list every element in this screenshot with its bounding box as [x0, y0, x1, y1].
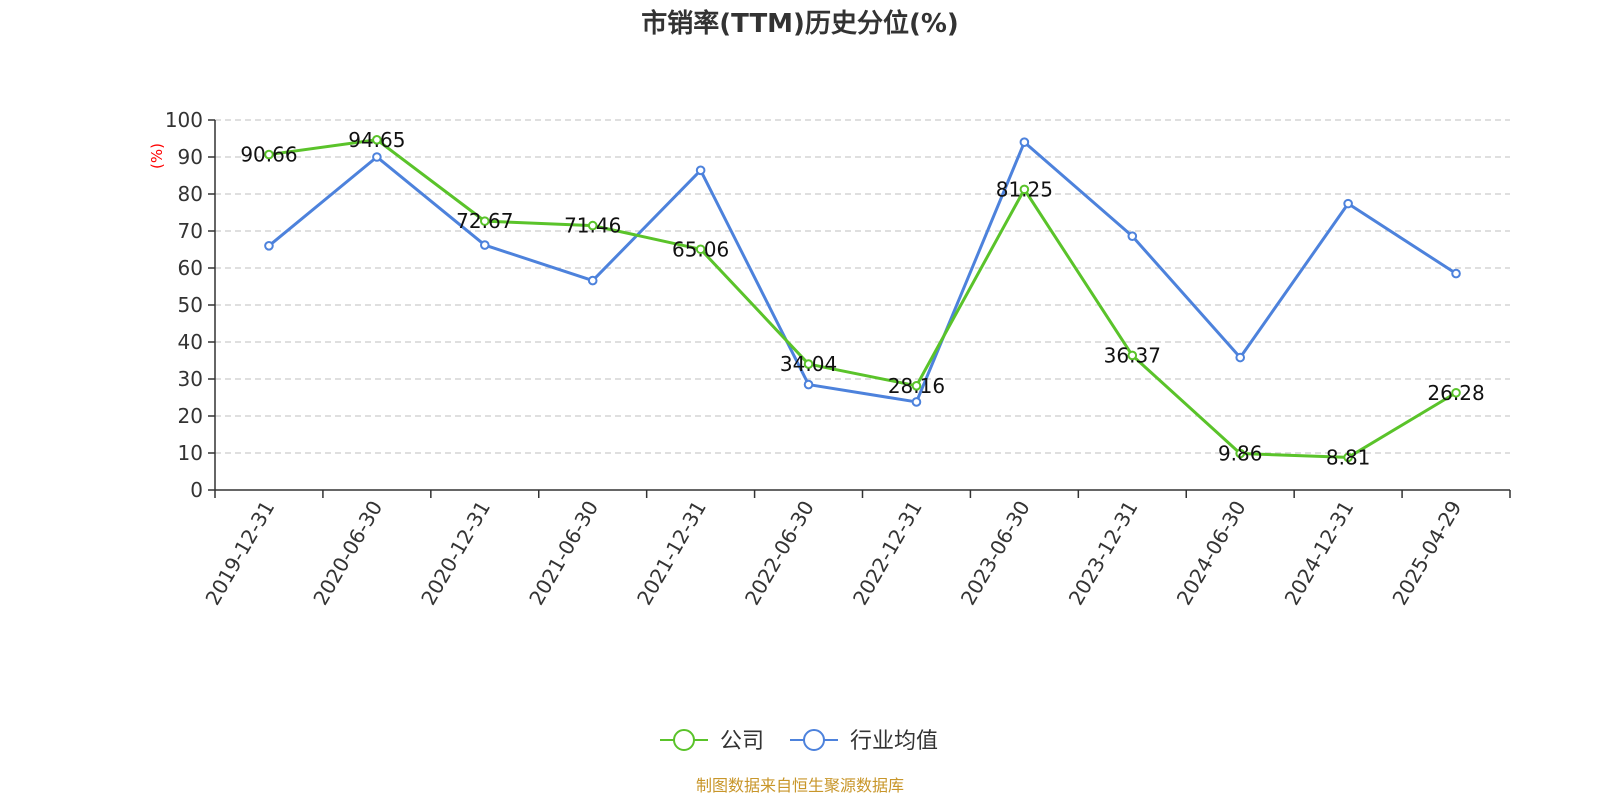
company-data-label: 8.81 [1326, 445, 1371, 469]
legend-item-company[interactable]: 公司 [660, 729, 764, 754]
legend: 公司 行业均值 [660, 729, 938, 754]
company-data-label: 94.65 [348, 128, 405, 152]
x-tick-label: 2022-06-30 [740, 497, 819, 610]
legend-company-swatch-marker [673, 729, 695, 751]
series-lines [264, 134, 1461, 463]
industry-data-point[interactable] [264, 241, 274, 251]
series-line-company [268, 138, 1457, 459]
industry-data-point[interactable] [372, 152, 382, 162]
company-data-point[interactable] [587, 220, 598, 231]
x-tick-label: 2021-06-30 [524, 497, 603, 610]
x-tick-label: 2023-06-30 [956, 497, 1035, 610]
x-tick-label: 2020-06-30 [308, 497, 387, 610]
company-data-label: 81.25 [996, 177, 1053, 201]
data-source-note: 制图数据来自恒生聚源数据库 [696, 776, 904, 795]
company-data-point[interactable] [372, 134, 382, 145]
industry-data-point[interactable] [1343, 198, 1353, 209]
company-data-label: 65.06 [672, 237, 729, 261]
x-tick-label: 2019-12-31 [200, 497, 279, 610]
x-tick-label: 2022-12-31 [848, 497, 927, 610]
company-data-label: 26.28 [1427, 381, 1484, 405]
industry-data-point[interactable] [479, 240, 490, 250]
y-tick-label: 40 [178, 330, 203, 354]
data-labels: 90.66 94.65 72.67 71.46 65.06 34.04 28.16 81.25… [240, 128, 1484, 470]
company-data-point[interactable] [1235, 448, 1246, 459]
y-tick-label: 80 [178, 182, 203, 206]
y-tick-label: 0 [190, 478, 203, 502]
legend-company-label: 公司 [720, 729, 764, 754]
company-data-label: 71.46 [564, 214, 621, 238]
company-data-label: 28.16 [888, 374, 945, 398]
industry-data-point[interactable] [587, 275, 598, 286]
industry-data-point[interactable] [695, 165, 706, 176]
grid-lines [215, 119, 1510, 454]
axes: 0 10 20 30 40 50 60 70 80 90 100 2019-12-31 2020-06-… [165, 108, 1511, 610]
x-tick-label: 2020-12-31 [416, 497, 495, 610]
industry-data-point[interactable] [803, 379, 814, 390]
company-data-point[interactable] [911, 381, 922, 391]
company-data-point[interactable] [695, 244, 706, 255]
legend-industry-swatch-marker [803, 729, 825, 751]
company-data-point[interactable] [479, 216, 490, 226]
company-data-point[interactable] [1343, 452, 1353, 463]
x-tick-label: 2024-12-31 [1280, 497, 1359, 610]
industry-data-point[interactable] [1127, 231, 1138, 241]
company-data-point[interactable] [803, 359, 814, 369]
industry-data-point[interactable] [911, 397, 922, 407]
company-data-label: 9.86 [1218, 442, 1263, 466]
company-data-label: 34.04 [780, 352, 837, 376]
company-data-point[interactable] [264, 149, 274, 160]
y-tick-label: 100 [165, 108, 203, 132]
x-tick-label: 2023-12-31 [1064, 497, 1143, 610]
chart-title: 市销率(TTM)历史分位(%) [641, 8, 959, 39]
company-data-point[interactable] [1127, 350, 1138, 361]
x-tick-label: 2021-12-31 [632, 497, 711, 610]
legend-industry-label: 行业均值 [850, 729, 938, 754]
company-data-label: 72.67 [456, 209, 513, 233]
x-tick-label: 2025-04-29 [1387, 497, 1466, 610]
y-tick-label: 70 [178, 219, 203, 243]
series-line-industry-average [268, 140, 1457, 404]
industry-data-point[interactable] [1019, 137, 1030, 147]
company-data-point[interactable] [1019, 184, 1030, 195]
y-tick-label: 50 [178, 293, 203, 317]
y-tick-label: 10 [178, 441, 203, 465]
y-axis-unit-label: (%) [148, 143, 166, 169]
company-data-point[interactable] [1451, 387, 1461, 398]
industry-data-point[interactable] [1451, 268, 1461, 279]
company-data-label: 90.66 [240, 143, 297, 167]
industry-data-point[interactable] [1235, 352, 1246, 363]
y-tick-label: 90 [178, 145, 203, 169]
y-tick-label: 60 [178, 256, 203, 280]
y-tick-label: 20 [178, 404, 203, 428]
legend-item-industry-average[interactable]: 行业均值 [790, 729, 938, 754]
x-tick-label: 2024-06-30 [1172, 497, 1251, 610]
y-tick-label: 30 [178, 367, 203, 391]
company-data-label: 36.37 [1104, 343, 1161, 367]
